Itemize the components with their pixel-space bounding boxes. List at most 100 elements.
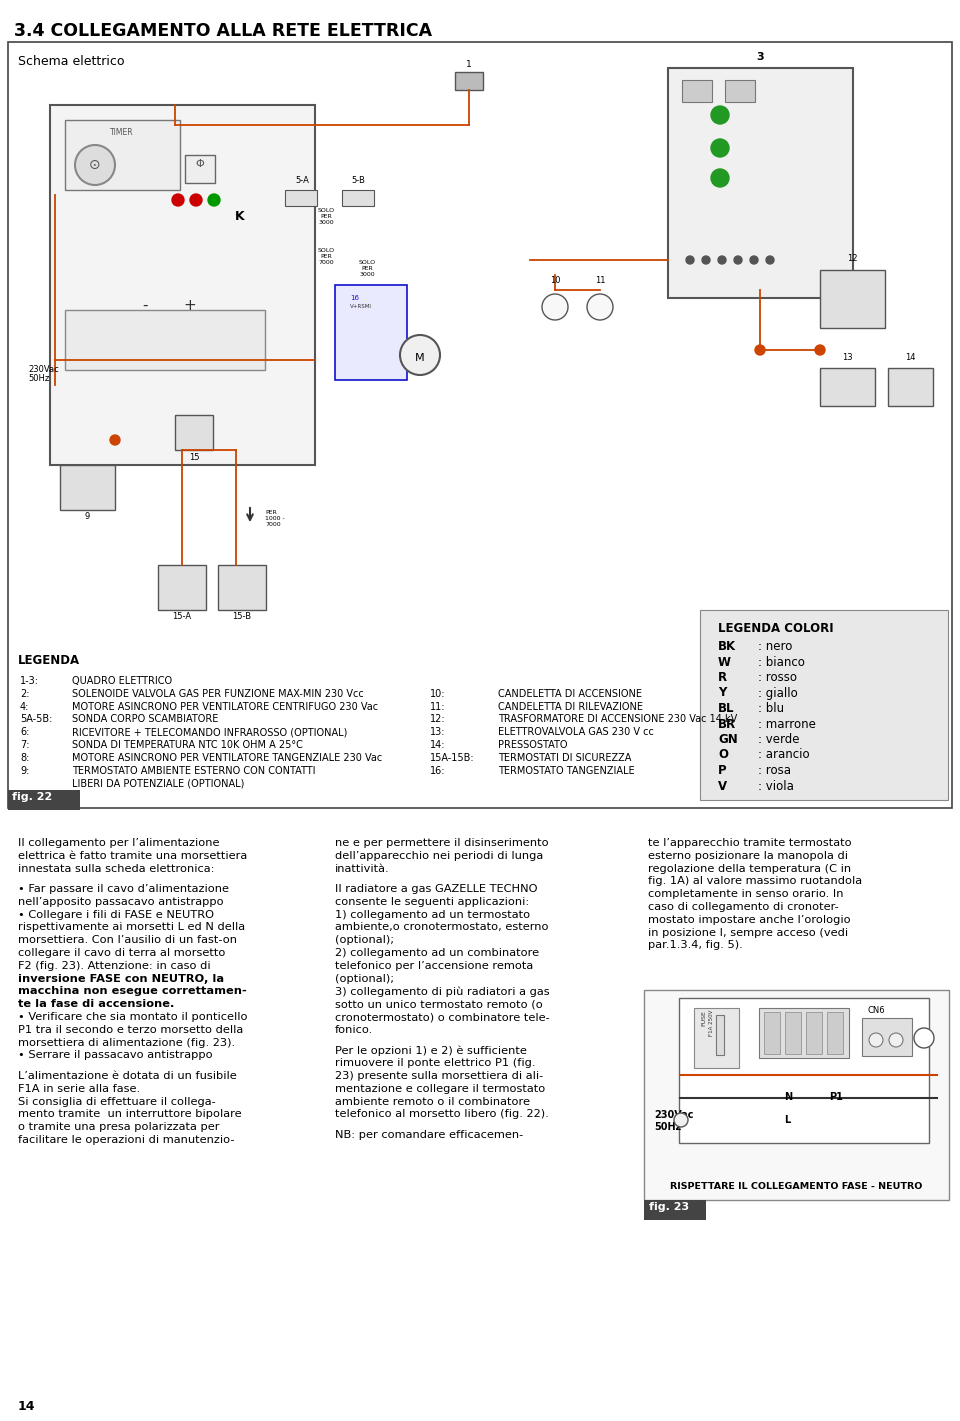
Bar — [60, 465, 115, 510]
Text: 230Vac: 230Vac — [28, 365, 59, 374]
Text: : blu: : blu — [758, 702, 784, 715]
Text: : verde: : verde — [758, 733, 800, 746]
Circle shape — [718, 256, 726, 264]
Bar — [806, 1012, 822, 1054]
Bar — [694, 1007, 739, 1069]
Text: 13:: 13: — [430, 728, 445, 737]
Bar — [785, 1012, 801, 1054]
Text: 7:: 7: — [20, 740, 30, 750]
Text: RICEVITORE + TELECOMANDO INFRAROSSO (OPTIONAL): RICEVITORE + TELECOMANDO INFRAROSSO (OPT… — [72, 728, 348, 737]
Text: 15A-15B:: 15A-15B: — [430, 753, 474, 763]
Text: +: + — [183, 297, 197, 313]
Text: 3000: 3000 — [359, 271, 374, 277]
Text: telefonico al morsetto libero (fig. 22).: telefonico al morsetto libero (fig. 22). — [335, 1110, 549, 1120]
Bar — [175, 415, 213, 450]
Text: 3.4 COLLEGAMENTO ALLA RETE ELETTRICA: 3.4 COLLEGAMENTO ALLA RETE ELETTRICA — [14, 21, 432, 40]
Text: RISPETTARE IL COLLEGAMENTO FASE - NEUTRO: RISPETTARE IL COLLEGAMENTO FASE - NEUTRO — [670, 1182, 923, 1191]
Circle shape — [711, 107, 729, 124]
Bar — [335, 286, 407, 379]
Text: SOLENOIDE VALVOLA GAS PER FUNZIONE MAX-MIN 230 Vcc: SOLENOIDE VALVOLA GAS PER FUNZIONE MAX-M… — [72, 689, 364, 699]
Text: • Far passare il cavo d’alimentazione: • Far passare il cavo d’alimentazione — [18, 884, 229, 894]
Bar — [862, 1017, 912, 1056]
Text: LIBERI DA POTENZIALE (OPTIONAL): LIBERI DA POTENZIALE (OPTIONAL) — [72, 779, 245, 789]
Circle shape — [711, 169, 729, 188]
Text: N: N — [784, 1091, 792, 1103]
Text: : arancio: : arancio — [758, 749, 809, 762]
Text: TERMOSTATO AMBIENTE ESTERNO CON CONTATTI: TERMOSTATO AMBIENTE ESTERNO CON CONTATTI — [72, 766, 316, 776]
Text: Il radiatore a gas GAZELLE TECHNO: Il radiatore a gas GAZELLE TECHNO — [335, 884, 538, 894]
Text: : giallo: : giallo — [758, 686, 798, 699]
Text: GN: GN — [718, 733, 737, 746]
Text: SOLO: SOLO — [358, 260, 375, 264]
Text: 16: 16 — [350, 296, 359, 301]
Text: 12: 12 — [847, 254, 857, 263]
Text: ambiente,o cronotermostato, esterno: ambiente,o cronotermostato, esterno — [335, 922, 548, 932]
Text: collegare il cavo di terra al morsetto: collegare il cavo di terra al morsetto — [18, 948, 226, 958]
Text: rimuovere il ponte elettrico P1 (fig.: rimuovere il ponte elettrico P1 (fig. — [335, 1059, 536, 1069]
Text: SOLO: SOLO — [318, 207, 335, 213]
Text: 3) collegamento di più radiatori a gas: 3) collegamento di più radiatori a gas — [335, 986, 550, 998]
Text: dell’apparecchio nei periodi di lunga: dell’apparecchio nei periodi di lunga — [335, 851, 543, 861]
Bar — [8, 790, 80, 810]
Text: 15-B: 15-B — [232, 612, 252, 621]
Text: 9: 9 — [84, 512, 89, 522]
Text: V: V — [718, 780, 727, 793]
Text: 15: 15 — [189, 453, 200, 462]
Circle shape — [702, 256, 710, 264]
Text: rispettivamente ai morsetti L ed N della: rispettivamente ai morsetti L ed N della — [18, 922, 245, 932]
Text: mentazione e collegare il termostato: mentazione e collegare il termostato — [335, 1084, 545, 1094]
Text: V+RSMI: V+RSMI — [350, 304, 372, 308]
Text: esterno posizionare la manopola di: esterno posizionare la manopola di — [648, 851, 848, 861]
Text: FUSE: FUSE — [701, 1010, 706, 1026]
Text: inattività.: inattività. — [335, 864, 390, 874]
Text: R: R — [718, 671, 727, 684]
Text: ambiente remoto o il combinatore: ambiente remoto o il combinatore — [335, 1097, 530, 1107]
Bar — [644, 990, 949, 1199]
Text: PER: PER — [361, 266, 372, 271]
Bar — [158, 566, 206, 610]
Circle shape — [75, 145, 115, 185]
Text: ne e per permettere il disinserimento: ne e per permettere il disinserimento — [335, 838, 548, 848]
Text: TERMOSTATO TANGENZIALE: TERMOSTATO TANGENZIALE — [498, 766, 635, 776]
Text: 50Hz: 50Hz — [654, 1123, 682, 1133]
Text: Si consiglia di effettuare il collega-: Si consiglia di effettuare il collega- — [18, 1097, 216, 1107]
Text: 3: 3 — [756, 53, 764, 63]
Text: W: W — [718, 655, 731, 668]
Text: MOTORE ASINCRONO PER VENTILATORE TANGENZIALE 230 Vac: MOTORE ASINCRONO PER VENTILATORE TANGENZ… — [72, 753, 382, 763]
Text: L’alimentazione è dotata di un fusibile: L’alimentazione è dotata di un fusibile — [18, 1071, 237, 1081]
Bar — [65, 119, 180, 190]
Text: QUADRO ELETTRICO: QUADRO ELETTRICO — [72, 676, 172, 686]
Text: completamente in senso orario. In: completamente in senso orario. In — [648, 890, 844, 899]
Circle shape — [172, 195, 184, 206]
Text: 23) presente sulla morsettiera di ali-: 23) presente sulla morsettiera di ali- — [335, 1071, 543, 1081]
Circle shape — [587, 294, 613, 320]
Text: morsettiera. Con l’ausilio di un fast-on: morsettiera. Con l’ausilio di un fast-on — [18, 935, 237, 945]
Text: 14:: 14: — [430, 740, 445, 750]
Text: caso di collegamento di cronoter-: caso di collegamento di cronoter- — [648, 902, 839, 912]
Bar — [65, 310, 265, 369]
Text: SONDA DI TEMPERATURA NTC 10K OHM A 25°C: SONDA DI TEMPERATURA NTC 10K OHM A 25°C — [72, 740, 302, 750]
Bar — [668, 68, 853, 298]
Text: F1A 250V: F1A 250V — [709, 1010, 714, 1036]
Text: par.1.3.4, fig. 5).: par.1.3.4, fig. 5). — [648, 941, 743, 951]
Bar — [725, 80, 755, 102]
Circle shape — [750, 256, 758, 264]
Text: LEGENDA COLORI: LEGENDA COLORI — [718, 622, 833, 635]
Text: 10: 10 — [550, 276, 561, 286]
Text: telefonico per l’accensione remota: telefonico per l’accensione remota — [335, 961, 533, 971]
Text: F2 (fig. 23). Attenzione: in caso di: F2 (fig. 23). Attenzione: in caso di — [18, 961, 210, 971]
Text: 14: 14 — [18, 1400, 36, 1412]
Text: BL: BL — [718, 702, 734, 715]
Text: Per le opzioni 1) e 2) è sufficiente: Per le opzioni 1) e 2) è sufficiente — [335, 1046, 527, 1056]
Text: fig. 22: fig. 22 — [12, 791, 52, 801]
Circle shape — [400, 335, 440, 375]
Text: TRASFORMATORE DI ACCENSIONE 230 Vac 14 kV: TRASFORMATORE DI ACCENSIONE 230 Vac 14 k… — [498, 715, 737, 725]
Text: 2:: 2: — [20, 689, 30, 699]
Text: PER: PER — [320, 215, 332, 219]
Text: 1: 1 — [467, 60, 472, 70]
Bar — [185, 155, 215, 183]
Text: -: - — [142, 297, 148, 313]
Text: CANDELETTA DI ACCENSIONE: CANDELETTA DI ACCENSIONE — [498, 689, 642, 699]
Circle shape — [914, 1027, 934, 1049]
Text: morsettiera di alimentazione (fig. 23).: morsettiera di alimentazione (fig. 23). — [18, 1037, 235, 1047]
